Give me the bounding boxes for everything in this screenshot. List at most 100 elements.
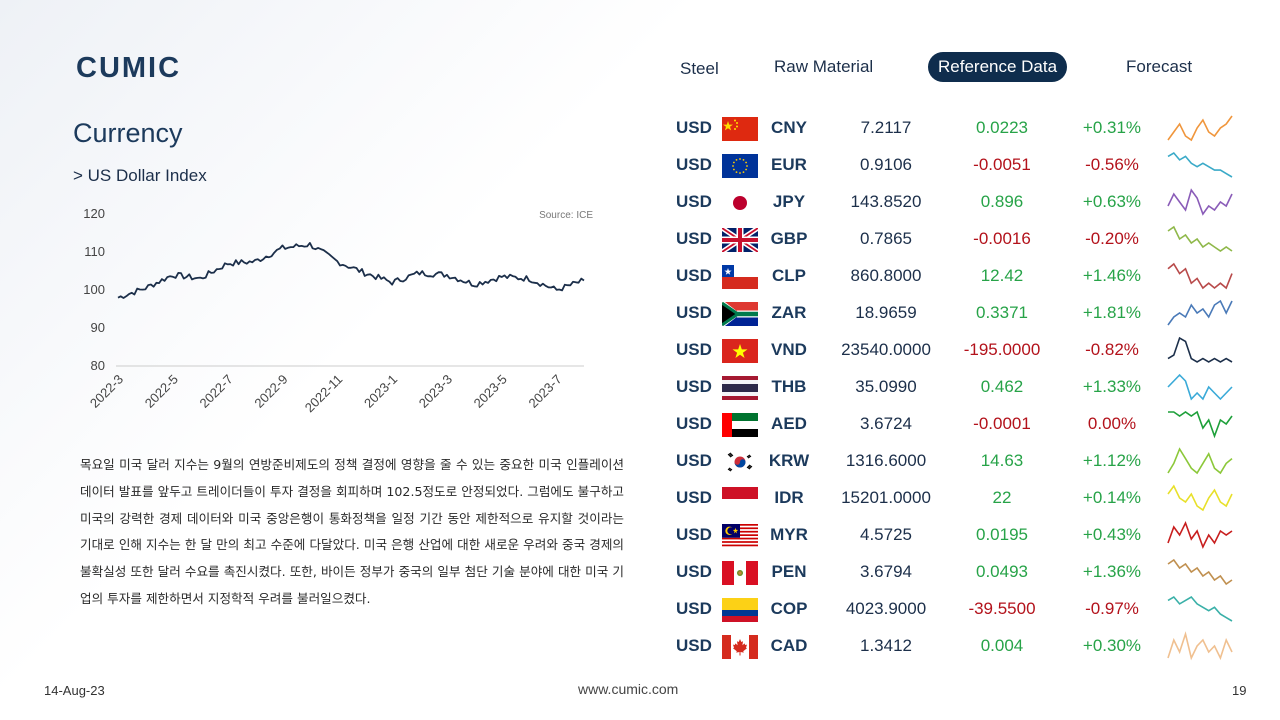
exchange-rate: 3.6724	[860, 414, 912, 433]
sparkline-myr	[1167, 520, 1233, 550]
sparkline-line	[1167, 225, 1233, 252]
rate-change-percent: -0.82%	[1085, 340, 1139, 359]
page-title: Currency	[73, 118, 183, 148]
sparkline-thb	[1167, 373, 1233, 401]
rate-change-percent: 0.00%	[1087, 414, 1137, 433]
currency-code: ZAR	[771, 303, 807, 322]
currency-code: PEN	[771, 562, 807, 581]
gb-flag-icon	[722, 228, 758, 252]
sparkline-line	[1167, 558, 1233, 586]
currency-code: AED	[771, 414, 807, 433]
rate-change: 0.896	[980, 192, 1024, 211]
pe-flag-icon	[722, 561, 758, 585]
sparkline-line	[1167, 595, 1233, 622]
base-currency: USD	[676, 488, 712, 507]
rate-change: -0.0016	[973, 229, 1031, 248]
rate-change: 0.0493	[976, 562, 1028, 581]
base-currency: USD	[676, 377, 712, 396]
rate-change-percent: +0.31%	[1082, 118, 1142, 137]
currency-row-thb: USD THB 35.0990 0.462 +1.33%	[672, 368, 1242, 405]
chart-source-note: Source: ICE	[539, 210, 593, 221]
sparkline-jpy	[1167, 188, 1233, 216]
commentary-text: 목요일 미국 달러 지수는 9월의 연방준비제도의 정책 결정에 영향을 줄 수…	[80, 457, 624, 606]
x-tick-label: 2023-5	[471, 372, 510, 411]
currency-code: VND	[771, 340, 807, 359]
base-currency: USD	[676, 118, 712, 137]
top-nav: Steel Raw Material Reference Data Foreca…	[660, 52, 1220, 82]
currency-row-krw: USD KRW 1316.6000 14.63 +1.12%	[672, 442, 1242, 479]
footer-url[interactable]: www.cumic.com	[578, 681, 679, 697]
sparkline-line	[1167, 484, 1233, 512]
rate-change-percent: +1.81%	[1082, 303, 1142, 322]
sparkline-line	[1167, 151, 1233, 178]
currency-row-cny: USD CNY 7.2117 0.0223 +0.31%	[672, 109, 1242, 146]
exchange-rate: 860.8000	[850, 266, 922, 285]
exchange-rate: 0.7865	[860, 229, 912, 248]
currency-row-jpy: USD JPY 143.8520 0.896 +0.63%	[672, 183, 1242, 220]
rate-change-percent: -0.20%	[1085, 229, 1139, 248]
currency-row-cop: USD COP 4023.9000 -39.5500 -0.97%	[672, 590, 1242, 627]
rate-change: 0.0223	[976, 118, 1028, 137]
currency-row-vnd: USD VND 23540.0000 -195.0000 -0.82%	[672, 331, 1242, 368]
currency-code: JPY	[772, 192, 806, 211]
tab-raw-material[interactable]: Raw Material	[774, 57, 874, 76]
sparkline-krw	[1167, 447, 1233, 475]
y-tick-label: 100	[83, 282, 105, 297]
rate-change-percent: -0.56%	[1085, 155, 1139, 174]
exchange-rate: 4023.9000	[845, 599, 927, 618]
currency-code: KRW	[768, 451, 810, 470]
base-currency: USD	[676, 562, 712, 581]
rate-change-percent: +1.33%	[1082, 377, 1142, 396]
rate-change-percent: +0.14%	[1082, 488, 1142, 507]
sparkline-cny	[1167, 115, 1233, 142]
x-tick-label: 2023-7	[525, 372, 564, 411]
currency-code: MYR	[770, 525, 808, 544]
cl-flag-icon	[722, 265, 758, 289]
sparkline-clp	[1167, 262, 1233, 290]
my-flag-icon	[722, 524, 758, 548]
rate-change-percent: +1.46%	[1082, 266, 1142, 285]
rate-change: 0.0195	[976, 525, 1028, 544]
x-tick-label: 2022-11	[302, 372, 346, 416]
tab-steel[interactable]: Steel	[680, 59, 719, 78]
base-currency: USD	[676, 525, 712, 544]
base-currency: USD	[676, 414, 712, 433]
x-tick-label: 2023-3	[416, 372, 455, 411]
exchange-rate: 18.9659	[855, 303, 917, 322]
rate-change: 0.3371	[976, 303, 1028, 322]
currency-code: CAD	[770, 636, 808, 655]
sparkline-zar	[1167, 299, 1233, 326]
sparkline-gbp	[1167, 225, 1233, 252]
rate-change: -195.0000	[963, 340, 1041, 359]
exchange-rate: 143.8520	[850, 192, 922, 211]
za-flag-icon	[722, 302, 758, 326]
rate-change-percent: +1.36%	[1082, 562, 1142, 581]
rate-change: 14.63	[980, 451, 1024, 470]
sparkline-line	[1168, 410, 1233, 439]
base-currency: USD	[676, 340, 712, 359]
y-tick-label: 120	[83, 206, 105, 221]
jp-flag-icon	[722, 191, 758, 215]
rate-change-percent: +0.30%	[1082, 636, 1142, 655]
tab-forecast[interactable]: Forecast	[1126, 57, 1193, 76]
rate-change: -39.5500	[968, 599, 1036, 618]
cumic-logo: CUMIC	[76, 52, 181, 82]
sparkline-line	[1167, 520, 1233, 550]
exchange-rate: 15201.0000	[841, 488, 931, 507]
base-currency: USD	[676, 636, 712, 655]
currency-table: USD CNY 7.2117 0.0223 +0.31% USD EUR 0.9106 -0.0…	[672, 109, 1242, 664]
logo-text: CUMIC	[76, 52, 181, 82]
ca-flag-icon	[722, 635, 758, 659]
sparkline-pen	[1167, 558, 1233, 586]
currency-code: CNY	[771, 118, 807, 137]
currency-code: COP	[770, 599, 808, 618]
us-dollar-index-chart: 120 110 100 90 80 2022-3 2022-5 2022-7 2022-9 20…	[83, 206, 593, 416]
tab-reference-data[interactable]: Reference Data	[928, 52, 1068, 82]
vn-flag-icon	[722, 339, 758, 363]
currency-row-cad: USD CAD 1.3412 0.004 +0.30%	[672, 627, 1242, 664]
ae-flag-icon	[722, 413, 758, 437]
page-subtitle: > US Dollar Index	[73, 166, 207, 185]
y-tick-label: 90	[91, 320, 105, 335]
exchange-rate: 35.0990	[855, 377, 917, 396]
sparkline-vnd	[1167, 336, 1233, 363]
